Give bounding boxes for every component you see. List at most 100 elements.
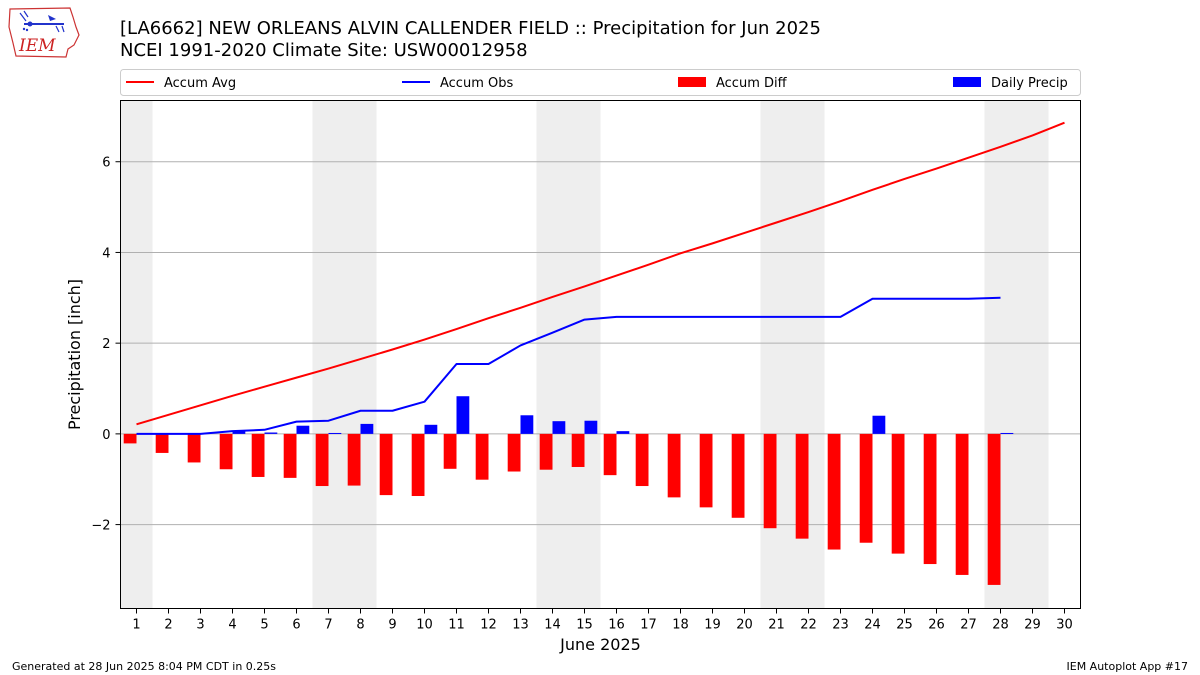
x-tick-label: 21 (768, 618, 785, 633)
accum-diff-bar (411, 433, 425, 497)
x-tick-label: 13 (512, 618, 529, 633)
footer-app-label: IEM Autoplot App #17 (1066, 660, 1189, 673)
daily-precip-bar (520, 415, 534, 434)
daily-precip-bar (232, 431, 246, 434)
accum-diff-bar (251, 433, 265, 477)
accum-diff-bar (347, 433, 361, 486)
x-tick-label: 2 (164, 618, 172, 633)
x-tick-label: 15 (576, 618, 593, 633)
y-tick-label: 2 (102, 337, 110, 352)
footer-generated-text: Generated at 28 Jun 2025 8:04 PM CDT in … (12, 660, 277, 673)
accum-diff-bar (443, 433, 457, 469)
x-tick-label: 30 (1056, 618, 1073, 633)
bars (123, 396, 1014, 585)
weekend-shade-day-21 (760, 100, 793, 609)
legend-box (120, 69, 1081, 96)
daily-precip-bar (456, 396, 470, 434)
legend-label-daily-precip: Daily Precip (991, 76, 1068, 91)
x-tick-label: 22 (800, 618, 817, 633)
y-tick-label: 4 (102, 246, 110, 261)
x-tick-label: 8 (356, 618, 364, 633)
accum-diff-bar (475, 433, 489, 480)
iowa-state-logo-icon: IEM (8, 7, 80, 58)
x-tick-label: 17 (640, 618, 657, 633)
accum-diff-bar (891, 433, 905, 554)
x-tick-label: 3 (196, 618, 204, 633)
accum-diff-bar (379, 433, 393, 496)
daily-precip-bar (424, 424, 438, 434)
chart-title: [LA6662] NEW ORLEANS ALVIN CALLENDER FIE… (120, 18, 821, 39)
x-tick-label: 23 (832, 618, 849, 633)
plot-frame (120, 100, 1081, 609)
accum-diff-bar (603, 433, 617, 476)
y-tick-label: 0 (102, 428, 110, 443)
accum-diff-bar (507, 433, 521, 472)
weekend-shade-day-7 (312, 100, 345, 609)
accum-diff-bar (923, 433, 937, 565)
daily-precip-bar (552, 421, 566, 434)
accum-diff-bar (539, 433, 553, 470)
x-axis-label: June 2025 (559, 635, 641, 654)
x-tick-label: 6 (292, 618, 300, 633)
lines (136, 121, 1065, 435)
accum-diff-bar (987, 433, 1001, 585)
x-tick-label: 20 (736, 618, 753, 633)
accum-obs-line (136, 296, 1001, 435)
x-tick-label: 1 (132, 618, 140, 633)
daily-precip-bar (296, 425, 310, 434)
accum-diff-bar (795, 433, 809, 539)
x-tick-label: 9 (388, 618, 396, 633)
x-tick-label: 4 (228, 618, 236, 633)
x-tick-label: 5 (260, 618, 268, 633)
daily-precip-bar (328, 432, 342, 434)
x-tick-label: 11 (448, 618, 465, 633)
x-tick-label: 27 (960, 618, 977, 633)
x-tick-label: 28 (992, 618, 1009, 633)
legend-label-accum-avg: Accum Avg (164, 76, 236, 91)
x-tick-label: 29 (1024, 618, 1041, 633)
x-tick-label: 18 (672, 618, 689, 633)
legend-swatch-daily-precip (953, 77, 981, 87)
gridlines (120, 161, 1081, 526)
accum-diff-bar (187, 433, 201, 463)
accum-diff-bar (283, 433, 297, 478)
daily-precip-bar (616, 431, 630, 434)
daily-precip-bar (1000, 432, 1014, 434)
x-tick-label: 16 (608, 618, 625, 633)
logo-text: IEM (18, 36, 56, 56)
accum-diff-bar (315, 433, 329, 487)
daily-precip-bar (264, 432, 278, 434)
accum-diff-bar (827, 433, 841, 550)
x-tick-label: 26 (928, 618, 945, 633)
accum-avg-line (136, 121, 1065, 426)
legend-label-accum-obs: Accum Obs (440, 76, 513, 91)
x-tick-label: 7 (324, 618, 332, 633)
accum-diff-bar (731, 433, 745, 518)
accum-diff-bar (859, 433, 873, 543)
daily-precip-bar (360, 423, 374, 434)
accum-diff-bar (123, 433, 137, 444)
accum-diff-bar (667, 433, 681, 498)
x-tick-label: 25 (896, 618, 913, 633)
daily-precip-bar (584, 420, 598, 434)
x-tick-label: 14 (544, 618, 561, 633)
legend: Accum Avg Accum Obs Accum Diff Daily Precip (120, 69, 1081, 96)
weekend-shade-day-29 (1016, 100, 1049, 609)
weekend-shade-day-15 (568, 100, 601, 609)
x-tick-label: 10 (416, 618, 433, 633)
chart-subtitle: NCEI 1991-2020 Climate Site: USW00012958 (120, 40, 528, 61)
accum-diff-bar (155, 433, 169, 453)
weekend-shade-day-8 (344, 100, 377, 609)
accum-diff-bar (955, 433, 969, 575)
legend-label-accum-diff: Accum Diff (716, 76, 788, 91)
accum-diff-bar (699, 433, 713, 508)
weekend-shade-day-14 (536, 100, 569, 609)
iem-logo: IEM (6, 5, 82, 63)
x-tick-label: 19 (704, 618, 721, 633)
y-tick-label: −2 (91, 519, 110, 534)
accum-diff-bar (219, 433, 233, 470)
x-tick-label: 24 (864, 618, 881, 633)
y-tick-label: 6 (102, 156, 110, 171)
